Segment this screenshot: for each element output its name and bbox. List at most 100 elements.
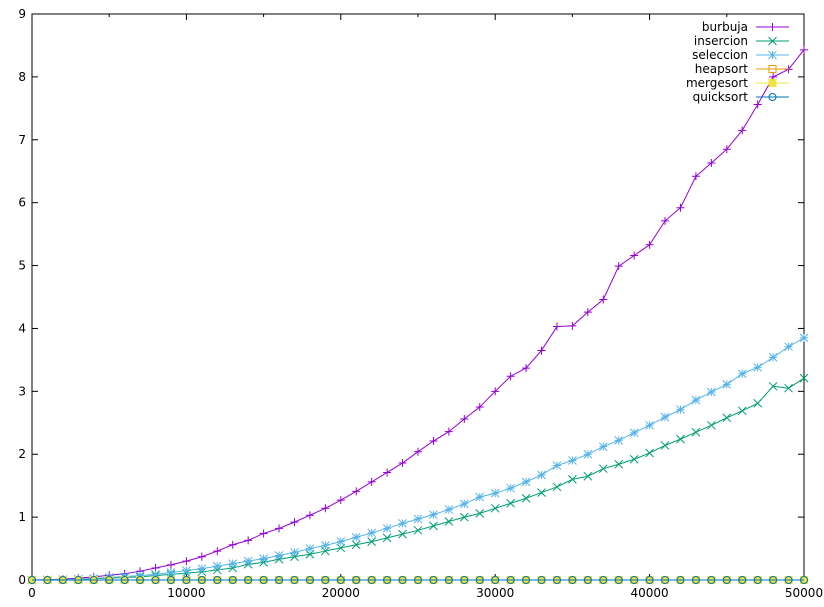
point-marker — [305, 576, 314, 584]
point-marker — [305, 511, 314, 520]
point-marker — [213, 547, 222, 556]
series-insercion — [27, 373, 809, 585]
point-marker — [676, 434, 685, 444]
plot-frame — [31, 13, 805, 581]
point-marker — [321, 504, 330, 513]
point-marker — [598, 442, 608, 452]
point-marker — [768, 50, 777, 60]
point-marker — [244, 536, 253, 545]
point-marker — [275, 576, 284, 584]
point-marker — [352, 487, 361, 496]
point-marker — [568, 456, 577, 465]
y-tick-label: 3 — [18, 384, 26, 398]
point-marker — [444, 517, 454, 526]
point-marker — [799, 333, 809, 343]
point-marker — [213, 576, 222, 584]
point-marker — [691, 427, 701, 437]
point-marker — [660, 412, 670, 422]
point-marker — [614, 436, 624, 445]
series-line-seleccion — [31, 337, 805, 581]
point-marker — [182, 566, 191, 575]
point-marker — [321, 541, 330, 550]
point-marker — [691, 172, 700, 181]
series-line-insercion — [31, 377, 805, 581]
point-marker — [151, 569, 160, 579]
x-tick-label: 0 — [28, 586, 36, 600]
y-tick-label: 5 — [18, 259, 26, 273]
point-marker — [506, 483, 515, 493]
point-marker — [707, 159, 716, 168]
x-tick-label: 50000 — [785, 586, 823, 600]
point-marker — [491, 576, 500, 584]
point-marker — [722, 380, 732, 389]
point-marker — [259, 576, 268, 584]
point-marker — [244, 576, 253, 584]
point-marker — [382, 533, 392, 543]
point-marker — [120, 576, 129, 584]
point-marker — [552, 322, 561, 331]
point-marker — [599, 576, 608, 584]
point-marker — [43, 576, 52, 584]
point-marker — [614, 459, 624, 469]
point-marker — [521, 477, 531, 487]
point-marker — [58, 576, 67, 584]
legend-label: insercion — [694, 34, 748, 48]
point-marker — [259, 554, 268, 563]
legend-label: heapsort — [695, 62, 748, 76]
point-marker — [182, 576, 191, 584]
point-marker — [166, 560, 175, 569]
point-marker — [383, 576, 392, 584]
point-marker — [382, 524, 392, 533]
point-marker — [413, 525, 423, 535]
point-marker — [367, 477, 376, 486]
point-marker — [738, 576, 747, 584]
point-marker — [459, 512, 469, 522]
point-marker — [737, 369, 747, 379]
point-marker — [460, 576, 469, 584]
point-marker — [367, 528, 377, 538]
point-marker — [414, 576, 422, 584]
point-marker — [459, 499, 469, 509]
point-marker — [182, 557, 191, 566]
point-marker — [398, 576, 407, 584]
point-marker — [351, 540, 361, 550]
point-marker — [367, 537, 377, 546]
point-marker — [290, 547, 299, 557]
legend-item-burbuja: burbuja — [702, 20, 789, 34]
legend-label: quicksort — [693, 90, 749, 104]
point-marker — [768, 381, 778, 391]
point-marker — [645, 448, 654, 458]
point-marker — [136, 576, 145, 584]
point-marker — [135, 571, 145, 580]
point-marker — [506, 372, 515, 381]
point-marker — [305, 544, 315, 553]
point-marker — [336, 496, 345, 505]
point-marker — [197, 564, 207, 574]
point-marker — [691, 395, 701, 405]
point-marker — [105, 576, 114, 584]
point-marker — [506, 498, 515, 508]
legend-item-quicksort: quicksort — [693, 90, 789, 104]
point-marker — [28, 576, 36, 584]
point-marker — [707, 420, 716, 430]
point-marker — [414, 447, 422, 456]
point-marker — [228, 576, 237, 584]
point-marker — [784, 342, 793, 352]
point-marker — [768, 93, 777, 101]
point-marker — [352, 576, 361, 584]
point-marker — [151, 576, 160, 584]
point-marker — [522, 364, 531, 373]
point-marker — [444, 576, 453, 584]
point-marker — [537, 488, 546, 497]
point-marker — [197, 576, 206, 584]
point-marker — [290, 576, 299, 584]
point-marker — [367, 576, 376, 584]
point-marker — [660, 441, 670, 450]
point-marker — [274, 551, 284, 560]
point-marker — [212, 561, 222, 571]
point-marker — [552, 482, 562, 492]
point-marker — [290, 518, 299, 527]
point-marker — [583, 308, 592, 317]
point-marker — [768, 36, 777, 46]
